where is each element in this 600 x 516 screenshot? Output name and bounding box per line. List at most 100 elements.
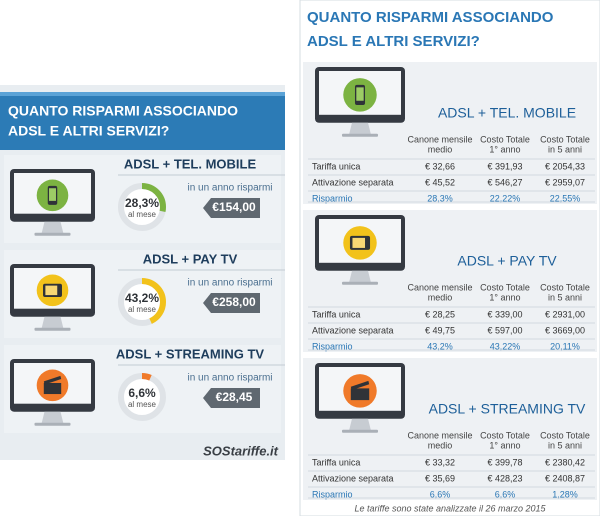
table-cell: Tariffa unica: [312, 161, 360, 171]
monitor-base: [342, 281, 378, 285]
monitor-stand: [349, 122, 371, 135]
column-header: Costo Totale: [480, 134, 530, 144]
section-heading: ADSL + TEL. MOBILE: [438, 105, 576, 121]
table-cell: € 2931,00: [545, 309, 585, 319]
section-heading: ADSL + STREAMING TV: [116, 346, 265, 361]
table-cell: € 339,00: [487, 309, 522, 319]
tv-screen: [352, 237, 366, 248]
saving-period: al mese: [128, 400, 157, 409]
phone-screen: [356, 87, 364, 101]
table-cell: € 428,23: [487, 473, 522, 483]
table-cell: € 399,78: [487, 457, 522, 467]
monitor-stand: [41, 316, 64, 329]
table-cell: 1,28%: [552, 489, 578, 499]
column-header: 1° anno: [489, 292, 520, 302]
phone-screen: [49, 188, 56, 201]
table-cell: € 2054,33: [545, 161, 585, 171]
section-heading: ADSL + STREAMING TV: [429, 401, 586, 417]
clapper-icon: [350, 388, 370, 401]
table-cell: € 546,27: [487, 177, 522, 187]
left-title-line: ADSL E ALTRI SERVIZI?: [8, 123, 169, 139]
table-cell: 20,11%: [550, 341, 580, 351]
monitor-base: [34, 422, 71, 426]
monitor-stand: [349, 270, 371, 283]
monitor-base: [34, 327, 71, 331]
table-cell: Tariffa unica: [312, 457, 360, 467]
column-header: Costo Totale: [540, 430, 590, 440]
monitor-base: [342, 429, 378, 433]
table-cell: € 45,52: [425, 177, 455, 187]
saving-intro: in un anno risparmi: [187, 183, 272, 194]
right-title-line: ADSL E ALTRI SERVIZI?: [307, 33, 480, 50]
table-cell: 6,6%: [495, 489, 516, 499]
table-cell: € 391,93: [487, 161, 522, 171]
monitor-stand: [349, 418, 371, 431]
table-cell: € 49,75: [425, 325, 455, 335]
donut-arc: [118, 183, 166, 231]
amount: €258,00: [212, 295, 256, 309]
left-title-band: [0, 92, 285, 150]
table-cell: Attivazione separata: [312, 177, 394, 187]
section-heading: ADSL + PAY TV: [457, 253, 557, 269]
table-cell: € 597,00: [487, 325, 522, 335]
column-header: medio: [428, 144, 453, 154]
column-header: in 5 anni: [548, 440, 582, 450]
donut-arc: [118, 278, 166, 326]
left-title-line: QUANTO RISPARMI ASSOCIANDO: [8, 103, 238, 119]
saving-intro: in un anno risparmi: [187, 373, 272, 384]
table-cell: Risparmio: [312, 193, 353, 203]
column-header: Canone mensile: [407, 430, 472, 440]
column-header: Costo Totale: [540, 282, 590, 292]
amount-badge: [203, 388, 260, 408]
table-cell: € 3669,00: [545, 325, 585, 335]
table-cell: Attivazione separata: [312, 473, 394, 483]
clapper-top: [350, 380, 370, 391]
table-cell: Tariffa unica: [312, 309, 360, 319]
table-cell: € 2380,42: [545, 457, 585, 467]
table-cell: 6,6%: [430, 489, 451, 499]
column-header: Canone mensile: [407, 134, 472, 144]
table-cell: 43,22%: [490, 341, 521, 351]
right-title-line: QUANTO RISPARMI ASSOCIANDO: [307, 9, 554, 26]
monitor-base: [342, 133, 378, 137]
column-header: in 5 anni: [548, 292, 582, 302]
table-cell: € 35,69: [425, 473, 455, 483]
table-cell: 28,3%: [427, 193, 453, 203]
amount-badge: [203, 293, 260, 313]
table-cell: Attivazione separata: [312, 325, 394, 335]
logo: SOStariffe.it: [203, 443, 279, 458]
column-header: Costo Totale: [480, 430, 530, 440]
saving-label: 43,2%: [125, 291, 159, 305]
table-cell: € 33,32: [425, 457, 455, 467]
table-cell: € 2959,07: [545, 177, 585, 187]
footnote: Le tariffe sono state analizzate il 26 m…: [354, 503, 546, 513]
table-cell: 22,55%: [550, 193, 581, 203]
table-cell: Risparmio: [312, 489, 353, 499]
column-header: Costo Totale: [540, 134, 590, 144]
saving-label: 6,6%: [128, 386, 156, 400]
amount: €154,00: [212, 200, 256, 214]
section-heading: ADSL + TEL. MOBILE: [124, 156, 257, 171]
table-cell: € 28,25: [425, 309, 455, 319]
clapper-top: [43, 375, 62, 385]
column-header: medio: [428, 440, 453, 450]
saving-period: al mese: [128, 305, 157, 314]
column-header: Canone mensile: [407, 282, 472, 292]
column-header: 1° anno: [489, 144, 520, 154]
section-heading: ADSL + PAY TV: [143, 251, 238, 266]
monitor-stand: [41, 411, 64, 424]
table-cell: € 32,66: [425, 161, 455, 171]
donut-arc: [118, 373, 166, 421]
column-header: Costo Totale: [480, 282, 530, 292]
column-header: 1° anno: [489, 440, 520, 450]
amount: €28,45: [216, 390, 253, 404]
saving-label: 28,3%: [125, 196, 159, 210]
saving-intro: in un anno risparmi: [187, 278, 272, 289]
tv-screen: [45, 285, 58, 296]
clapper-icon: [43, 382, 62, 395]
saving-period: al mese: [128, 210, 157, 219]
amount-badge: [203, 198, 260, 218]
monitor-stand: [41, 221, 64, 234]
table-cell: Risparmio: [312, 341, 353, 351]
